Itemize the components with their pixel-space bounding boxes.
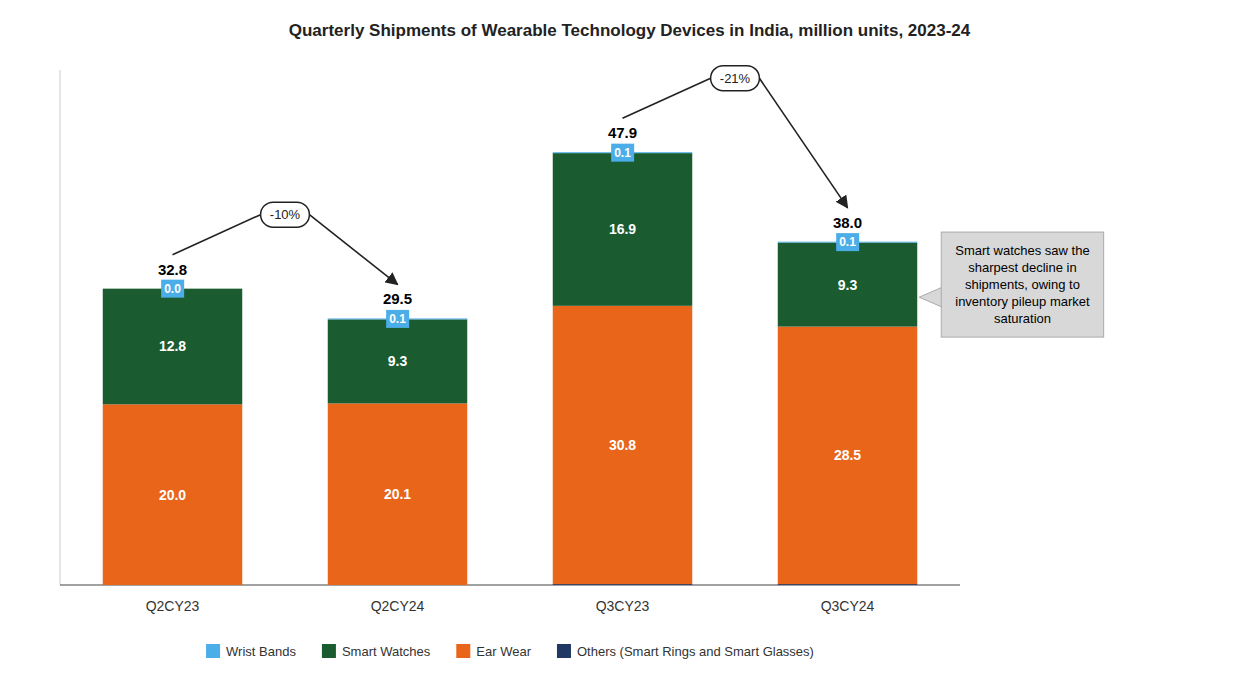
y-axis-line: [60, 70, 61, 585]
top-label-group: 0.1: [836, 233, 859, 251]
callout-line: Smart watches saw the: [955, 243, 1089, 258]
x-tick-label: Q2CY23: [146, 598, 200, 614]
annotation-arrow: [759, 78, 847, 207]
legend-label: Ear Wear: [476, 644, 531, 659]
data-label: 0.1: [389, 312, 406, 326]
callout-line: sharpest decline in: [968, 260, 1076, 275]
bar-segment: [103, 289, 243, 405]
legend-item: Smart Watches: [322, 644, 431, 659]
title: Quarterly Shipments of Wearable Technolo…: [289, 21, 971, 40]
annotation-line: [623, 78, 711, 118]
bar-segment: [328, 403, 468, 585]
x-tick-label: Q3CY24: [821, 598, 875, 614]
bar-segment: [103, 404, 243, 585]
total-label: 32.8: [158, 261, 187, 278]
top-label-box: [386, 310, 409, 328]
data-label: 30.8: [609, 437, 636, 453]
legend-label: Others (Smart Rings and Smart Glasses): [577, 644, 814, 659]
annotation-arrow: [309, 215, 397, 285]
callout-box: [941, 232, 1103, 337]
legend-item: Wrist Bands: [206, 644, 296, 659]
annotation: -21%: [623, 66, 848, 208]
chart: Quarterly Shipments of Wearable Technolo…: [0, 0, 1259, 685]
callout-line: saturation: [994, 311, 1051, 326]
data-label: 20.0: [159, 487, 186, 503]
data-label: 28.5: [834, 447, 861, 463]
data-label: 12.8: [159, 338, 186, 354]
callout-line: shipments, owing to: [965, 277, 1080, 292]
legend: Wrist Bands Smart Watches Ear Wear Others (…: [206, 644, 814, 659]
bar-segment: [778, 327, 918, 585]
x-tick-label: Q3CY23: [596, 598, 650, 614]
total-label: 38.0: [833, 214, 862, 231]
top-label-group: 0.1: [611, 144, 634, 162]
data-label: 9.3: [388, 353, 408, 369]
bar-segment: [328, 319, 468, 403]
data-label: 9.3: [838, 277, 858, 293]
callout-pointer: [919, 287, 942, 307]
total-label: 47.9: [608, 124, 637, 141]
legend-item: Ear Wear: [456, 644, 531, 659]
top-label-box: [161, 280, 184, 298]
data-label: 20.1: [384, 486, 411, 502]
legend-swatch: [206, 644, 220, 658]
legend-label: Smart Watches: [342, 644, 431, 659]
callout: Smart watches saw the sharpest decline in…: [919, 232, 1103, 337]
total-label: 29.5: [383, 290, 412, 307]
legend-item: Others (Smart Rings and Smart Glasses): [557, 644, 814, 659]
bar-segment: [553, 153, 693, 306]
data-labels: 20.0 20.1 30.8 28.5 12.8 9.3 16.9 9.3 0.0 0.1 0.1 0…: [159, 144, 861, 503]
annotation-text: -10%: [270, 207, 301, 222]
callout-text: Smart watches saw the sharpest decline in…: [955, 243, 1090, 326]
legend-swatch: [557, 644, 571, 658]
bar-segment: [778, 243, 918, 327]
annotation-oval: [711, 66, 760, 91]
annotation: -10%: [173, 202, 398, 284]
data-label: 0.1: [614, 146, 631, 160]
bar-segment: [553, 306, 693, 584]
bars: [103, 152, 918, 585]
data-label: 0.0: [164, 282, 181, 296]
top-label-box: [836, 233, 859, 251]
annotation-oval: [261, 202, 310, 227]
top-label-group: 0.1: [386, 310, 409, 328]
data-label: 16.9: [609, 221, 636, 237]
legend-swatch: [456, 644, 470, 658]
legend-swatch: [322, 644, 336, 658]
legend-label: Wrist Bands: [226, 644, 296, 659]
x-tick-label: Q2CY24: [371, 598, 425, 614]
callout-line: inventory pileup market: [955, 294, 1090, 309]
data-label: 0.1: [839, 235, 856, 249]
top-label-group: 0.0: [161, 280, 184, 298]
top-label-box: [611, 144, 634, 162]
annotation-text: -21%: [720, 71, 751, 86]
annotation-line: [173, 215, 261, 255]
